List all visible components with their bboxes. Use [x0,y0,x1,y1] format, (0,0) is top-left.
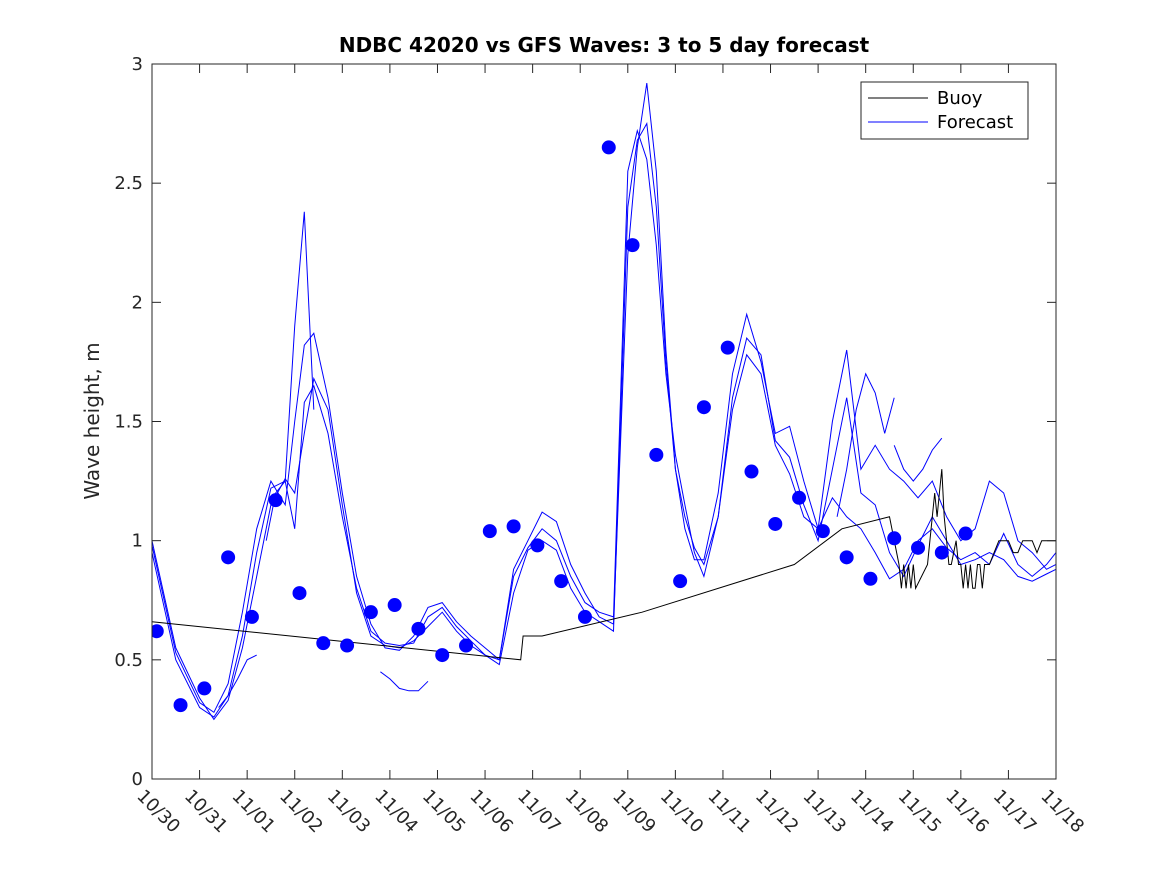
y-axis-label: Wave height, m [80,342,104,499]
forecast-marker [744,464,759,479]
y-tick-label: 2 [132,292,143,313]
forecast-marker [649,447,664,462]
forecast-marker [363,605,378,620]
y-axis: 0 0.5 1 1.5 2 2.5 3 [114,54,1056,790]
forecast-marker [720,340,735,355]
plot-area [151,63,1057,780]
forecast-marker [554,574,569,589]
forecast-marker [530,538,545,553]
forecast-marker [316,636,331,651]
y-tick-label: 2.5 [114,173,143,194]
forecast-marker [887,531,902,546]
forecast-marker [244,609,259,624]
forecast-marker [482,524,497,539]
y-tick-label: 1 [132,531,143,552]
legend-forecast-label: Forecast [937,112,1013,133]
plot-background [152,64,1056,779]
y-tick-label: 1.5 [114,412,143,433]
forecast-line [152,83,1056,714]
forecast-marker [863,571,878,586]
y-tick-label: 0 [132,769,143,790]
forecast-line [152,128,1056,718]
forecast-marker [815,524,830,539]
forecast-marker [411,621,426,636]
forecast-marker [459,638,474,653]
legend-buoy-label: Buoy [937,88,983,109]
forecast-marker [696,400,711,415]
forecast-marker [625,238,640,253]
forecast-line [218,654,257,708]
forecast-marker [673,574,688,589]
forecast-line [380,671,429,692]
forecast-marker [911,540,926,555]
forecast-marker [934,545,949,560]
y-tick-label: 3 [132,54,143,75]
forecast-marker [435,648,450,663]
chart-title: NDBC 42020 vs GFS Waves: 3 to 5 day fore… [339,33,870,57]
buoy-line [152,469,1056,661]
forecast-marker [601,140,616,155]
forecast-line [836,372,895,517]
forecast-marker [340,638,355,653]
forecast-line [152,122,1056,721]
forecast-marker [792,490,807,505]
forecast-marker [292,586,307,601]
forecast-line [893,437,943,482]
y-tick-label: 0.5 [114,650,143,671]
legend-box [860,81,1029,140]
forecast-marker [387,598,402,613]
forecast-marker [152,624,164,639]
series-layer [152,83,1056,721]
forecast-marker [958,526,973,541]
forecast-marker [173,698,188,713]
forecast-marker [577,609,592,624]
forecast-marker [221,550,236,565]
forecast-marker [197,681,212,696]
forecast-marker [839,550,854,565]
forecast-marker [768,516,783,531]
forecast-marker [268,493,283,508]
marker-layer [152,140,973,713]
forecast-marker [506,519,521,534]
legend: Buoy Forecast [860,81,1029,140]
